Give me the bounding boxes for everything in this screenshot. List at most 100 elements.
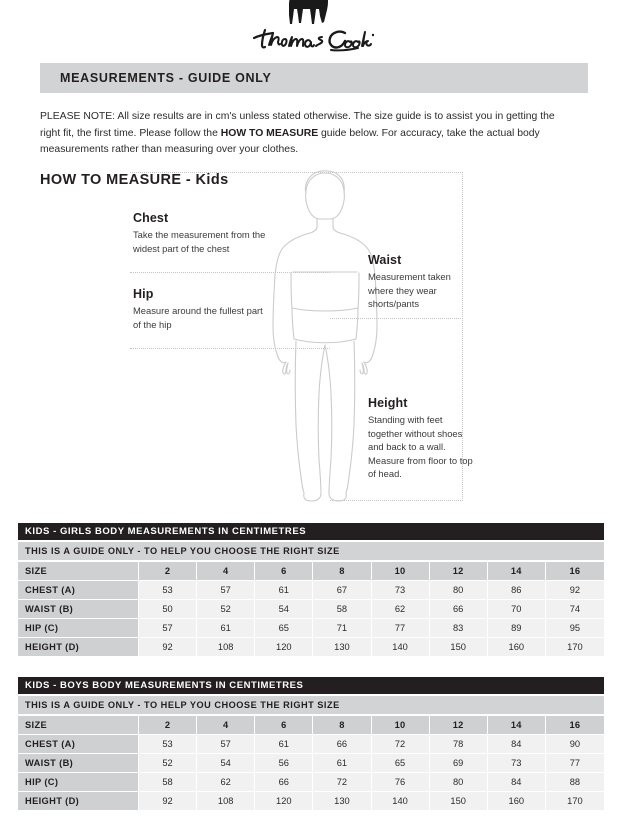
girls-hip-4: 61 (197, 619, 256, 637)
boys-size-table: SIZE 2 4 6 8 10 12 14 16 CHEST (A) 53 57… (18, 715, 604, 811)
intro-emphasis: HOW TO MEASURE (220, 127, 319, 139)
girls-height-10: 140 (371, 638, 430, 656)
boys-hip-12: 80 (429, 773, 488, 791)
intro-text-part2: guide below. For accuracy, take the actu… (40, 127, 540, 156)
guide-line-top (130, 172, 463, 173)
boys-waist-4: 54 (197, 754, 256, 772)
boys-hip-2: 58 (139, 773, 198, 791)
girls-size-col-4: 10 (371, 562, 430, 580)
boys-height-12: 150 (429, 792, 488, 810)
girls-size-col-6: 14 (487, 562, 546, 580)
girls-chest-4: 57 (197, 581, 256, 599)
boys-row-label-chest: CHEST (A) (18, 735, 139, 753)
girls-table-subheader: THIS IS A GUIDE ONLY - TO HELP YOU CHOOS… (18, 542, 604, 560)
boys-size-col-0: 2 (139, 716, 198, 734)
girls-chest-10: 73 (371, 581, 430, 599)
girls-measurements-table: KIDS - GIRLS BODY MEASUREMENTS IN CENTIM… (18, 523, 604, 657)
boys-waist-10: 65 (371, 754, 430, 772)
boys-height-6: 120 (255, 792, 314, 810)
girls-waist-6: 54 (255, 600, 314, 618)
callout-hip: Hip Measure around the fullest part of t… (133, 287, 273, 331)
intro-text-part1: PLEASE NOTE: All size results are in cm'… (40, 111, 555, 139)
callout-chest-title: Chest (133, 211, 169, 225)
boys-table-subheader: THIS IS A GUIDE ONLY - TO HELP YOU CHOOS… (18, 696, 604, 714)
guide-line-waist (330, 318, 463, 319)
girls-waist-10: 62 (371, 600, 430, 618)
boys-height-14: 160 (487, 792, 546, 810)
guide-line-hip (130, 348, 330, 349)
boys-height-16: 170 (545, 792, 604, 810)
girls-chest-8: 67 (313, 581, 372, 599)
girls-hip-14: 89 (487, 619, 546, 637)
boys-hip-16: 88 (545, 773, 604, 791)
boys-height-10: 140 (371, 792, 430, 810)
boys-height-2: 92 (139, 792, 198, 810)
boys-size-col-7: 16 (545, 716, 604, 734)
boys-chest-4: 57 (197, 735, 256, 753)
girls-size-label: SIZE (18, 562, 139, 580)
girls-size-col-7: 16 (545, 562, 604, 580)
girls-height-12: 150 (429, 638, 488, 656)
girls-hip-6: 65 (255, 619, 314, 637)
girls-chest-6: 61 (255, 581, 314, 599)
girls-height-2: 92 (139, 638, 198, 656)
table-row: WAIST (B) 50 52 54 58 62 66 70 74 (18, 600, 604, 618)
boys-size-col-2: 6 (255, 716, 314, 734)
table-row: HEIGHT (D) 92 108 120 130 140 150 160 17… (18, 638, 604, 656)
callout-hip-body: Measure around the fullest part of the h… (133, 305, 263, 330)
girls-hip-12: 83 (429, 619, 488, 637)
table-header-row: SIZE 2 4 6 8 10 12 14 16 (18, 562, 604, 580)
girls-row-label-hip: HIP (C) (18, 619, 139, 637)
callout-waist-title: Waist (368, 253, 402, 267)
girls-size-table: SIZE 2 4 6 8 10 12 14 16 CHEST (A) 53 57… (18, 561, 604, 657)
guide-line-bottom (330, 500, 463, 501)
boys-height-4: 108 (197, 792, 256, 810)
boys-waist-12: 69 (429, 754, 488, 772)
boys-chest-2: 53 (139, 735, 198, 753)
girls-hip-2: 57 (139, 619, 198, 637)
boys-waist-14: 73 (487, 754, 546, 772)
boys-waist-6: 56 (255, 754, 314, 772)
boys-waist-16: 77 (545, 754, 604, 772)
callout-height-title: Height (368, 396, 408, 410)
girls-size-col-5: 12 (429, 562, 488, 580)
girls-table-header: KIDS - GIRLS BODY MEASUREMENTS IN CENTIM… (18, 523, 604, 540)
girls-chest-12: 80 (429, 581, 488, 599)
girls-size-col-2: 6 (255, 562, 314, 580)
girls-size-col-1: 4 (197, 562, 256, 580)
banner-title: MEASUREMENTS - GUIDE ONLY (60, 71, 272, 85)
girls-size-col-0: 2 (139, 562, 198, 580)
boys-hip-14: 84 (487, 773, 546, 791)
table-header-row: SIZE 2 4 6 8 10 12 14 16 (18, 716, 604, 734)
boys-chest-10: 72 (371, 735, 430, 753)
girls-height-8: 130 (313, 638, 372, 656)
callout-chest: Chest Take the measurement from the wide… (133, 211, 273, 255)
how-to-measure-diagram: Chest Take the measurement from the wide… (0, 165, 622, 510)
boys-size-label: SIZE (18, 716, 139, 734)
boys-chest-16: 90 (545, 735, 604, 753)
girls-waist-4: 52 (197, 600, 256, 618)
girls-hip-8: 71 (313, 619, 372, 637)
boys-size-col-6: 14 (487, 716, 546, 734)
table-row: CHEST (A) 53 57 61 66 72 78 84 90 (18, 735, 604, 753)
boys-table-header: KIDS - BOYS BODY MEASUREMENTS IN CENTIME… (18, 677, 604, 694)
boys-size-col-5: 12 (429, 716, 488, 734)
boys-row-label-hip: HIP (C) (18, 773, 139, 791)
girls-height-14: 160 (487, 638, 546, 656)
boys-hip-4: 62 (197, 773, 256, 791)
boys-waist-2: 52 (139, 754, 198, 772)
how-to-measure-heading: HOW TO MEASURE - Kids (40, 172, 229, 188)
boys-chest-14: 84 (487, 735, 546, 753)
callout-height-body: Standing with feet together without shoe… (368, 414, 473, 480)
boys-size-col-3: 8 (313, 716, 372, 734)
girls-chest-16: 92 (545, 581, 604, 599)
boys-chest-8: 66 (313, 735, 372, 753)
brand-logo (0, 0, 622, 52)
boys-size-col-4: 10 (371, 716, 430, 734)
boys-hip-6: 66 (255, 773, 314, 791)
guide-line-chest (130, 272, 330, 273)
guide-line-height-vertical (462, 172, 463, 501)
boys-hip-10: 76 (371, 773, 430, 791)
boys-hip-8: 72 (313, 773, 372, 791)
callout-waist: Waist Measurement taken where they wear … (368, 253, 478, 311)
